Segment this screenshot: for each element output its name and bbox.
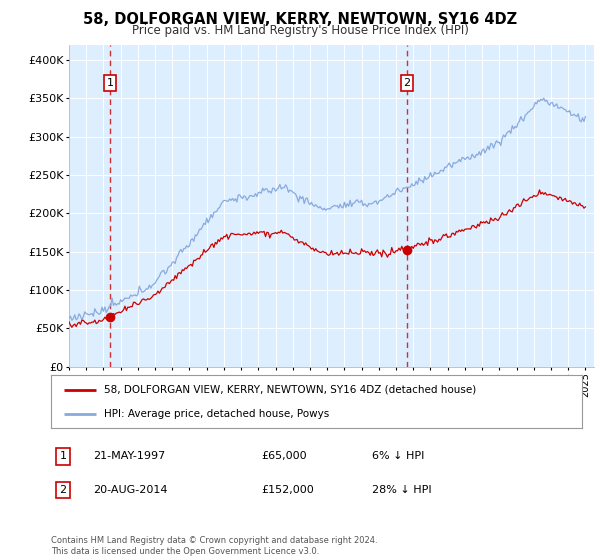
Text: 1: 1	[106, 78, 113, 88]
Text: £152,000: £152,000	[261, 485, 314, 495]
Text: 21-MAY-1997: 21-MAY-1997	[93, 451, 165, 461]
Text: Price paid vs. HM Land Registry's House Price Index (HPI): Price paid vs. HM Land Registry's House …	[131, 24, 469, 37]
Text: 6% ↓ HPI: 6% ↓ HPI	[372, 451, 424, 461]
Text: HPI: Average price, detached house, Powys: HPI: Average price, detached house, Powy…	[104, 409, 329, 419]
Text: 58, DOLFORGAN VIEW, KERRY, NEWTOWN, SY16 4DZ: 58, DOLFORGAN VIEW, KERRY, NEWTOWN, SY16…	[83, 12, 517, 27]
Text: 58, DOLFORGAN VIEW, KERRY, NEWTOWN, SY16 4DZ (detached house): 58, DOLFORGAN VIEW, KERRY, NEWTOWN, SY16…	[104, 385, 476, 395]
Text: 1: 1	[59, 451, 67, 461]
Text: £65,000: £65,000	[261, 451, 307, 461]
Text: 2: 2	[59, 485, 67, 495]
Text: 2: 2	[403, 78, 410, 88]
Text: 20-AUG-2014: 20-AUG-2014	[93, 485, 167, 495]
Text: 28% ↓ HPI: 28% ↓ HPI	[372, 485, 431, 495]
Text: Contains HM Land Registry data © Crown copyright and database right 2024.
This d: Contains HM Land Registry data © Crown c…	[51, 536, 377, 556]
